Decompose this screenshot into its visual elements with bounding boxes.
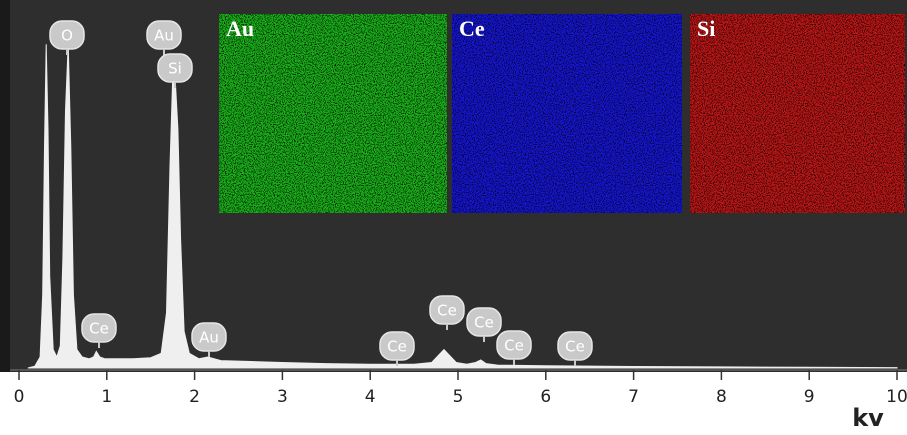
map-noise [452, 14, 682, 213]
map-noise [219, 14, 447, 213]
element-map: Ce [452, 14, 682, 213]
peak-label: Ce [429, 295, 465, 330]
badge-text: Au [199, 329, 219, 347]
peak-label: Au [146, 20, 182, 55]
element-map: Au [219, 14, 447, 213]
x-tick-label: 5 [453, 387, 464, 407]
element-map: Si [690, 14, 905, 213]
badge-text: Ce [437, 302, 457, 320]
peak-label: Ce [81, 313, 117, 348]
badge-text: Si [168, 60, 182, 78]
x-tick-label: 2 [189, 387, 200, 407]
peak-label: Si [157, 53, 193, 88]
peak-label: Ce [496, 330, 532, 365]
x-tick-label: 1 [101, 387, 112, 407]
x-axis-label: kv [852, 404, 884, 432]
peak-label: O [49, 20, 85, 55]
map-label: Au [226, 16, 254, 41]
map-noise [690, 14, 905, 213]
peak-label: Ce [466, 307, 502, 342]
plot-border [0, 0, 10, 372]
peak-label: Ce [557, 331, 593, 366]
x-tick-label: 6 [540, 387, 551, 407]
badge-text: Ce [89, 320, 109, 338]
badge-text: Ce [387, 338, 407, 356]
x-tick-label: 0 [14, 387, 25, 407]
peak-label: Ce [379, 331, 415, 366]
x-tick-label: 7 [628, 387, 639, 407]
badge-text: Ce [504, 337, 524, 355]
x-tick-label: 9 [804, 387, 815, 407]
x-tick-label: 10 [886, 387, 907, 407]
badge-text: Ce [474, 314, 494, 332]
x-tick-label: 4 [365, 387, 376, 407]
map-label: Si [697, 16, 715, 41]
badge-text: O [61, 27, 73, 45]
badge-text: Au [154, 27, 174, 45]
x-tick-label: 3 [277, 387, 288, 407]
x-tick-label: 8 [716, 387, 727, 407]
map-label: Ce [459, 16, 485, 41]
peak-label: Au [191, 322, 227, 357]
badge-text: Ce [565, 338, 585, 356]
